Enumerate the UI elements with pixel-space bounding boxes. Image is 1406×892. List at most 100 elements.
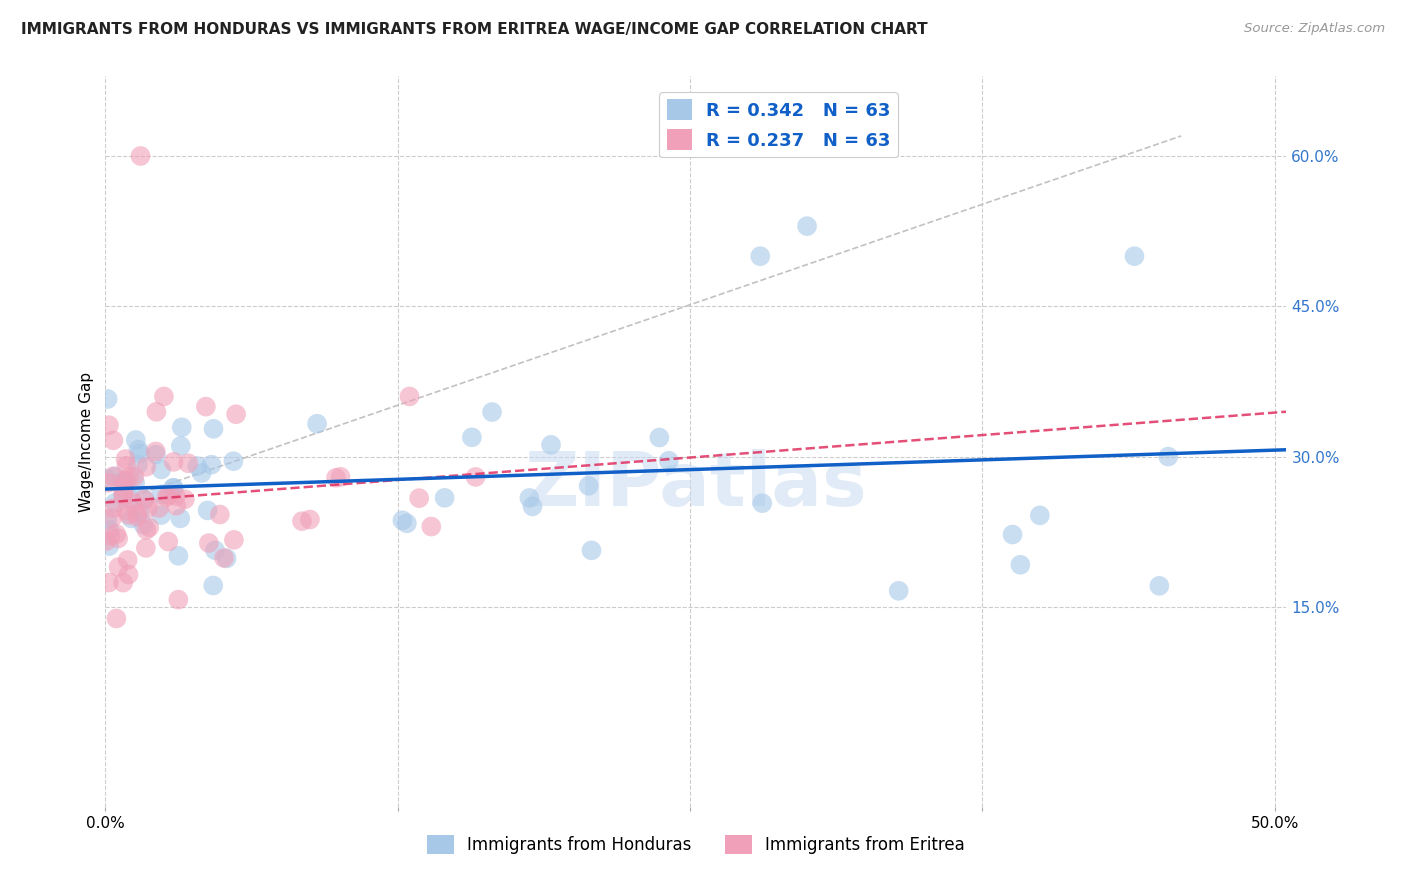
- Point: [433, 491, 456, 505]
- Point: [148, 501, 170, 516]
- Point: [107, 532, 129, 546]
- Point: [1029, 508, 1052, 523]
- Point: [215, 551, 238, 566]
- Point: [150, 462, 173, 476]
- Point: [167, 549, 190, 563]
- Point: [127, 509, 149, 524]
- Point: [212, 550, 235, 565]
- Point: [190, 466, 212, 480]
- Point: [1149, 579, 1171, 593]
- Point: [112, 475, 135, 489]
- Point: [540, 438, 562, 452]
- Point: [461, 430, 484, 444]
- Point: [194, 400, 217, 414]
- Point: [124, 469, 146, 483]
- Point: [202, 578, 225, 592]
- Text: IMMIGRANTS FROM HONDURAS VS IMMIGRANTS FROM ERITREA WAGE/INCOME GAP CORRELATION : IMMIGRANTS FROM HONDURAS VS IMMIGRANTS F…: [21, 22, 928, 37]
- Point: [112, 488, 135, 502]
- Point: [145, 444, 167, 458]
- Point: [101, 511, 124, 525]
- Point: [648, 430, 671, 444]
- Point: [408, 491, 430, 505]
- Point: [162, 455, 184, 469]
- Point: [522, 500, 544, 514]
- Point: [162, 481, 184, 495]
- Point: [197, 503, 219, 517]
- Point: [129, 149, 152, 163]
- Point: [796, 219, 818, 233]
- Point: [98, 523, 121, 537]
- Point: [117, 553, 139, 567]
- Point: [96, 534, 118, 549]
- Point: [165, 489, 187, 503]
- Point: [104, 496, 127, 510]
- Point: [208, 508, 231, 522]
- Point: [153, 389, 176, 403]
- Point: [97, 575, 120, 590]
- Point: [145, 405, 167, 419]
- Point: [1001, 527, 1024, 541]
- Point: [150, 487, 173, 501]
- Point: [127, 458, 149, 472]
- Point: [298, 512, 321, 526]
- Y-axis label: Wage/Income Gap: Wage/Income Gap: [79, 371, 94, 512]
- Point: [97, 472, 120, 486]
- Point: [127, 442, 149, 457]
- Point: [115, 458, 138, 473]
- Point: [103, 434, 125, 448]
- Point: [107, 560, 129, 574]
- Point: [225, 407, 247, 421]
- Point: [104, 469, 127, 483]
- Point: [173, 492, 195, 507]
- Point: [1010, 558, 1032, 572]
- Point: [97, 475, 120, 490]
- Point: [291, 514, 314, 528]
- Point: [1123, 249, 1146, 263]
- Point: [111, 475, 134, 489]
- Point: [177, 456, 200, 470]
- Point: [115, 503, 138, 517]
- Point: [1157, 450, 1180, 464]
- Point: [170, 420, 193, 434]
- Point: [138, 520, 160, 534]
- Point: [118, 470, 141, 484]
- Point: [115, 474, 138, 488]
- Point: [134, 492, 156, 507]
- Point: [112, 487, 135, 501]
- Point: [329, 470, 352, 484]
- Point: [517, 491, 540, 505]
- Point: [155, 490, 177, 504]
- Point: [395, 516, 418, 531]
- Point: [97, 392, 120, 406]
- Point: [481, 405, 503, 419]
- Point: [135, 459, 157, 474]
- Point: [200, 458, 222, 472]
- Point: [186, 458, 208, 473]
- Point: [96, 512, 118, 526]
- Point: [134, 491, 156, 506]
- Point: [398, 389, 420, 403]
- Point: [887, 583, 910, 598]
- Point: [135, 541, 157, 555]
- Point: [101, 469, 124, 483]
- Point: [325, 471, 347, 485]
- Point: [97, 418, 120, 433]
- Point: [202, 422, 225, 436]
- Point: [222, 454, 245, 468]
- Point: [112, 481, 135, 495]
- Point: [204, 543, 226, 558]
- Point: [112, 575, 135, 590]
- Point: [105, 527, 128, 541]
- Point: [129, 504, 152, 518]
- Point: [222, 533, 245, 547]
- Point: [578, 479, 600, 493]
- Point: [124, 475, 146, 490]
- Point: [121, 495, 143, 509]
- Point: [198, 536, 221, 550]
- Point: [100, 529, 122, 543]
- Point: [128, 446, 150, 460]
- Point: [103, 501, 125, 516]
- Point: [581, 543, 603, 558]
- Point: [165, 499, 187, 513]
- Point: [749, 249, 772, 263]
